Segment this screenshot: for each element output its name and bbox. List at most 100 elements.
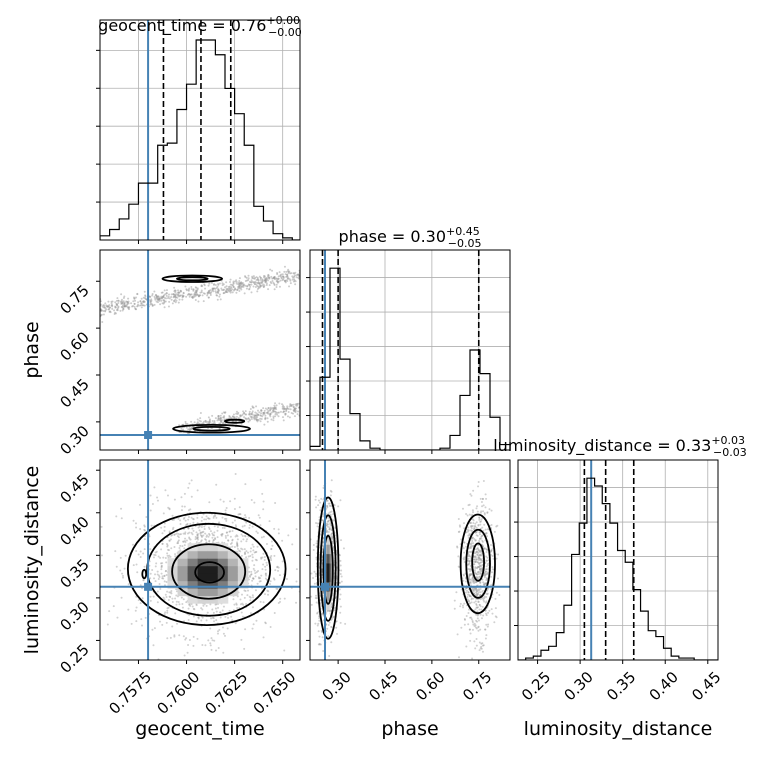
sample-point bbox=[240, 554, 243, 557]
title-text: phase = 0.30 bbox=[339, 227, 446, 246]
sample-point bbox=[315, 594, 318, 597]
sample-point bbox=[344, 622, 347, 625]
sample-point bbox=[256, 409, 259, 412]
x-tick-label-phase: 0.45 bbox=[365, 668, 401, 704]
sample-point bbox=[478, 603, 481, 606]
sample-point bbox=[143, 548, 146, 551]
sample-point bbox=[470, 598, 473, 601]
sample-point bbox=[291, 275, 294, 278]
sample-point bbox=[200, 526, 203, 529]
sample-point bbox=[250, 283, 253, 286]
sample-point bbox=[247, 578, 250, 581]
sample-point bbox=[213, 639, 216, 642]
sample-point bbox=[237, 281, 240, 284]
sample-point bbox=[248, 570, 251, 573]
sample-point bbox=[213, 513, 216, 516]
density-cell bbox=[227, 550, 239, 559]
sample-point bbox=[467, 612, 470, 615]
sample-point bbox=[225, 287, 228, 290]
sample-point bbox=[333, 609, 336, 612]
density-cell bbox=[207, 595, 219, 604]
sample-point bbox=[328, 621, 331, 624]
sample-point bbox=[152, 644, 155, 647]
sample-point bbox=[185, 523, 188, 526]
sample-point bbox=[262, 552, 265, 555]
sample-point bbox=[467, 534, 470, 537]
sample-point bbox=[190, 293, 193, 296]
sample-point bbox=[296, 273, 299, 276]
sample-point bbox=[478, 608, 481, 611]
sample-point bbox=[153, 295, 156, 298]
sample-point bbox=[159, 297, 162, 300]
density-cell bbox=[328, 534, 330, 545]
sample-point bbox=[270, 540, 273, 543]
sample-point bbox=[252, 275, 255, 278]
sample-point bbox=[206, 420, 209, 423]
sample-point bbox=[480, 549, 483, 552]
sample-point bbox=[199, 420, 202, 423]
sample-point bbox=[117, 306, 120, 309]
sample-point bbox=[269, 409, 272, 412]
sample-point bbox=[232, 598, 235, 601]
sample-point bbox=[470, 573, 473, 576]
sample-point bbox=[256, 288, 259, 291]
sample-point bbox=[479, 568, 482, 571]
sample-point bbox=[457, 530, 460, 533]
sample-point bbox=[330, 626, 333, 629]
density-cell bbox=[217, 558, 229, 567]
sample-point bbox=[188, 603, 191, 606]
sample-point bbox=[172, 526, 175, 529]
sample-point bbox=[200, 534, 203, 537]
sample-point bbox=[480, 501, 483, 504]
sample-point bbox=[471, 509, 474, 512]
sample-point bbox=[160, 291, 163, 294]
sample-point bbox=[462, 557, 465, 560]
sample-point bbox=[481, 563, 484, 566]
sample-point bbox=[270, 554, 273, 557]
sample-point bbox=[463, 558, 466, 561]
sample-point bbox=[192, 521, 195, 524]
sample-point bbox=[483, 596, 486, 599]
sample-point bbox=[120, 298, 123, 301]
sample-point bbox=[165, 581, 168, 584]
sample-point bbox=[243, 553, 246, 556]
sample-point bbox=[486, 511, 489, 514]
sample-point bbox=[481, 540, 484, 543]
sample-point bbox=[477, 548, 480, 551]
sample-point bbox=[171, 601, 174, 604]
sample-point bbox=[153, 486, 156, 489]
sample-point bbox=[273, 611, 276, 614]
sample-point bbox=[292, 409, 295, 412]
sample-point bbox=[254, 558, 257, 561]
sample-point bbox=[251, 606, 254, 609]
sample-point bbox=[163, 574, 166, 577]
sample-point bbox=[317, 504, 320, 507]
sample-point bbox=[261, 492, 264, 495]
sample-point bbox=[339, 564, 342, 567]
sample-point bbox=[165, 596, 168, 599]
sample-point bbox=[231, 619, 234, 622]
sample-point bbox=[297, 410, 300, 413]
sample-point bbox=[188, 295, 191, 298]
sample-point bbox=[491, 568, 494, 571]
sample-point bbox=[235, 410, 238, 413]
sample-point bbox=[154, 551, 157, 554]
sample-point bbox=[286, 277, 289, 280]
sample-point bbox=[474, 587, 477, 590]
sample-point bbox=[136, 452, 138, 454]
pair-frame-geocent_time-phase bbox=[99, 249, 301, 451]
sample-point bbox=[219, 417, 222, 420]
sample-point bbox=[135, 526, 138, 529]
sample-point bbox=[176, 291, 179, 294]
sample-point bbox=[186, 651, 189, 654]
sample-point bbox=[238, 506, 241, 509]
density-cell bbox=[329, 600, 332, 611]
sample-point bbox=[276, 280, 279, 283]
sample-point bbox=[231, 291, 234, 294]
sample-point bbox=[150, 302, 153, 305]
sample-point bbox=[474, 626, 477, 629]
hist-frame-phase bbox=[309, 249, 511, 451]
sample-point bbox=[318, 615, 321, 618]
sample-point bbox=[479, 551, 482, 554]
sample-point bbox=[104, 302, 107, 305]
